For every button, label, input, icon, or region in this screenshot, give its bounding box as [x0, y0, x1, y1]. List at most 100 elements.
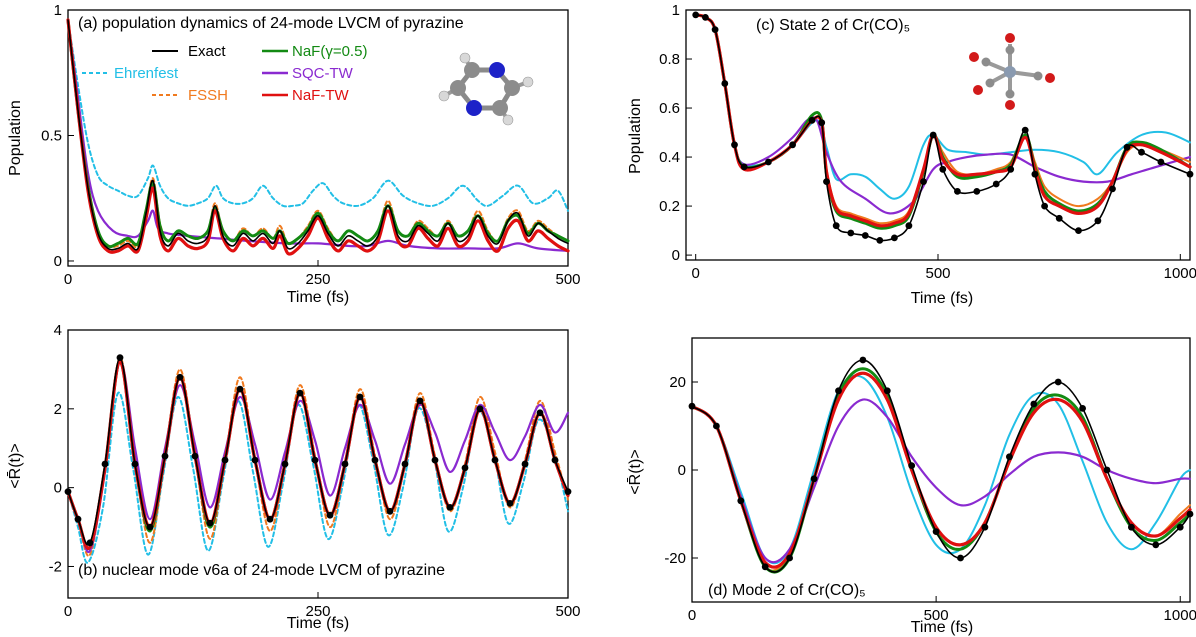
panel-d-series [688, 356, 1194, 574]
series-point-exact [1006, 453, 1013, 461]
series-point-exact [1031, 170, 1039, 178]
series-point-exact [491, 456, 499, 464]
panel-c-ylabel: Population [627, 98, 644, 174]
series-line-exact [694, 14, 1191, 242]
series-point-exact [1103, 466, 1111, 474]
y-tick-label: 0.6 [659, 100, 680, 117]
legend-exact-label: Exact [188, 43, 226, 60]
series-line-ehrenfest [67, 19, 569, 212]
x-tick-label: 500 [924, 607, 949, 624]
series-point-exact [161, 452, 169, 460]
series-point-exact [1055, 214, 1063, 222]
y-tick-label: 20 [669, 374, 686, 391]
series-point-exact [1157, 158, 1165, 166]
series-point-exact [431, 456, 439, 464]
legend-ehrenfest-label: Ehrenfest [114, 65, 179, 82]
pyrazine-molecule-icon [438, 52, 534, 126]
series-point-exact [176, 373, 184, 381]
y-tick-label: 0 [672, 247, 680, 264]
series-point-exact [206, 519, 214, 527]
x-tick-label: 0 [692, 265, 700, 282]
series-point-exact [823, 178, 830, 186]
y-tick-label: 1 [54, 2, 62, 19]
y-tick-label: 4 [54, 322, 62, 339]
series-point-exact [981, 523, 989, 531]
series-point-exact [688, 402, 696, 410]
x-tick-label: 500 [925, 265, 950, 282]
series-point-exact [1128, 523, 1135, 531]
series-point-exact [461, 464, 469, 472]
series-point-exact [954, 188, 961, 195]
series-point-exact [386, 507, 394, 515]
series-point-exact [1109, 185, 1116, 193]
series-point-exact [859, 356, 867, 364]
series-point-exact [908, 462, 916, 469]
x-tick-label: 0 [688, 607, 696, 624]
series-point-exact [973, 188, 981, 195]
series-line-exact [67, 19, 569, 251]
panel-d-mode2-crco5: (d) Mode 2 of Cr(CO)₅ Time (fs) <R̄(t)> … [627, 337, 1196, 636]
series-point-exact [1094, 217, 1102, 225]
panel-a-ylabel: Population [7, 100, 24, 176]
series-line-exact [691, 359, 1191, 573]
series-point-exact [146, 523, 154, 531]
series-point-exact [506, 500, 514, 507]
series-point-exact [266, 515, 274, 523]
panel-b-xlabel: Time (fs) [287, 615, 350, 632]
panel-c-series [692, 11, 1194, 244]
panel-d-xlabel: Time (fs) [911, 619, 974, 636]
panel-b-frame [67, 329, 569, 599]
legend-naf-gamma-label: NaF(γ=0.5) [292, 43, 367, 60]
panel-c-frame [685, 9, 1191, 261]
x-tick-label: 0 [64, 603, 72, 620]
series-point-exact [221, 456, 229, 464]
x-tick-label: 0 [64, 271, 72, 288]
x-tick-label: 250 [305, 271, 330, 288]
y-tick-label: 0.4 [659, 149, 680, 166]
panel-c-ticks: 0 500 1000 0 0.2 0.4 0.6 0.8 1 [659, 2, 1196, 282]
x-tick-label: 500 [555, 271, 580, 288]
series-point-exact [74, 515, 82, 523]
panel-a-ticks: 0 250 500 0 0.5 1 [41, 2, 580, 288]
series-line-sqc-tw [694, 13, 1192, 215]
series-point-exact [1075, 227, 1082, 235]
series-point-exact [101, 460, 109, 468]
panel-b-ylabel: <R̄(t)> [7, 443, 24, 488]
series-point-exact [1030, 400, 1038, 408]
y-tick-label: 1 [672, 2, 680, 19]
series-point-exact [1138, 148, 1145, 156]
panel-a-legend: Exact NaF(γ=0.5) Ehrenfest SQC-TW FSSH N… [82, 43, 367, 104]
series-point-exact [116, 354, 124, 361]
series-point-exact [311, 456, 319, 464]
series-point-exact [832, 222, 840, 230]
panel-c-title: (c) State 2 of Cr(CO)₅ [756, 17, 910, 34]
panel-b-title: (b) nuclear mode v6a of 24-mode LVCM of … [78, 562, 445, 579]
x-tick-label: 1000 [1164, 265, 1196, 282]
panel-c-xlabel: Time (fs) [911, 290, 974, 307]
series-point-exact [551, 456, 559, 464]
series-point-exact [521, 460, 529, 468]
series-point-exact [920, 178, 927, 186]
series-point-exact [326, 511, 334, 519]
series-point-exact [992, 180, 1000, 188]
panel-c-state2-crco5: (c) State 2 of Cr(CO)₅ Time (fs) Populat… [627, 2, 1196, 307]
series-point-exact [835, 387, 842, 395]
series-point-exact [1054, 378, 1062, 386]
series-point-exact [818, 119, 826, 127]
panel-b-ticks: 0 250 500 -2 0 2 4 [49, 322, 581, 620]
series-point-exact [1152, 541, 1160, 549]
series-point-exact [876, 237, 884, 244]
legend-naf-tw-label: NaF-TW [292, 87, 349, 104]
series-point-exact [251, 456, 259, 464]
series-line-naf-gamma [694, 13, 1192, 230]
y-tick-label: -2 [49, 558, 62, 575]
legend-fssh-label: FSSH [188, 87, 228, 104]
series-point-exact [786, 554, 793, 562]
series-point-exact [711, 26, 719, 33]
y-tick-label: -20 [664, 550, 686, 567]
series-point-exact [564, 488, 572, 495]
series-point-exact [905, 222, 913, 230]
series-line-naf-tw [694, 13, 1192, 228]
series-point-exact [1041, 202, 1048, 210]
